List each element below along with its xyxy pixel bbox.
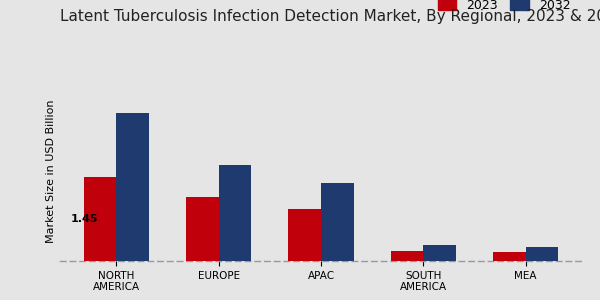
- Text: 1.45: 1.45: [70, 214, 98, 224]
- Bar: [526, 247, 559, 261]
- Bar: [391, 250, 424, 261]
- Bar: [321, 183, 354, 261]
- Bar: [493, 252, 526, 261]
- Legend: 2023, 2032: 2023, 2032: [433, 0, 576, 16]
- Bar: [186, 197, 218, 261]
- Bar: [83, 177, 116, 261]
- Y-axis label: Market Size in USD Billion: Market Size in USD Billion: [46, 99, 56, 243]
- Bar: [116, 113, 149, 261]
- Text: Latent Tuberculosis Infection Detection Market, By Regional, 2023 & 2032: Latent Tuberculosis Infection Detection …: [60, 9, 600, 24]
- Bar: [288, 209, 321, 261]
- Bar: [424, 245, 456, 261]
- Bar: [218, 165, 251, 261]
